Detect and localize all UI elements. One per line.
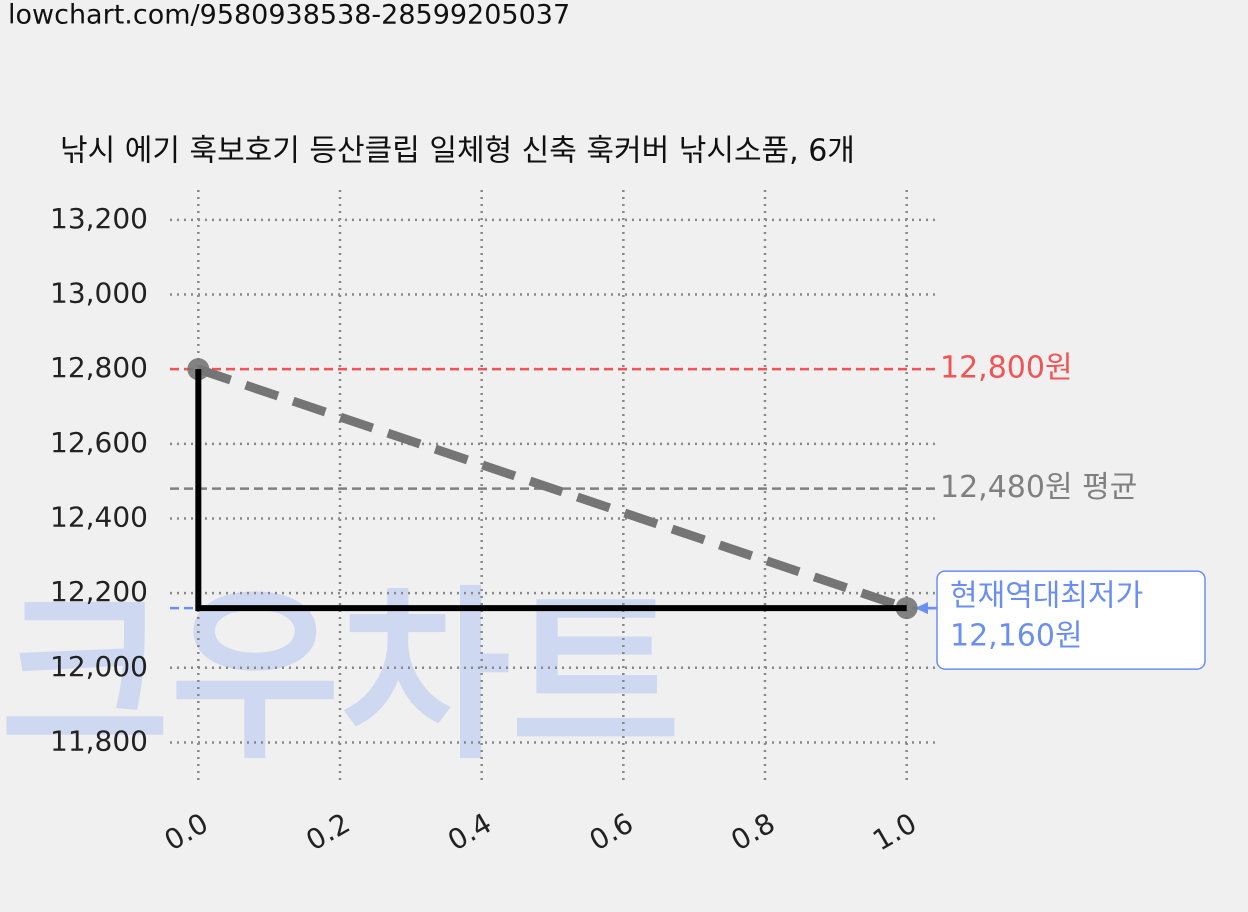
y-tick-label: 11,800: [50, 724, 148, 757]
url: lowchart.com/9580938538-28599205037: [8, 0, 570, 31]
label-box: [936, 570, 1206, 670]
x-tick-label: 1.0: [867, 806, 922, 857]
series-line: [195, 369, 907, 612]
reference-note: 현재역대최저가: [950, 579, 1143, 614]
y-tick-label: 12,800: [50, 351, 148, 384]
series-line: [196, 364, 909, 613]
x-tick-label: 0.2: [300, 806, 355, 857]
y-tick-label: 13,200: [50, 202, 148, 235]
y-tick-label: 12,600: [50, 426, 148, 459]
reference-label: 12,480원 평균: [940, 470, 1137, 505]
y-tick-label: 13,000: [50, 277, 148, 310]
y-tick-label: 12,200: [50, 575, 148, 608]
y-tick-label: 12,000: [50, 650, 148, 683]
chart-title: 낚시 에기 훅보호기 등산클립 일체형 신축 훅커버 낚시소품, 6개: [60, 134, 855, 169]
x-tick-label: 0.0: [159, 806, 214, 857]
y-tick-label: 12,400: [50, 500, 148, 533]
reference-label: 12,160원: [950, 619, 1083, 654]
x-tick-label: 0.4: [442, 806, 497, 857]
label-arrowhead: [915, 602, 928, 615]
x-tick-label: 0.6: [584, 806, 639, 857]
x-tick-label: 0.8: [725, 806, 780, 857]
reference-label: 12,800원: [940, 351, 1073, 386]
